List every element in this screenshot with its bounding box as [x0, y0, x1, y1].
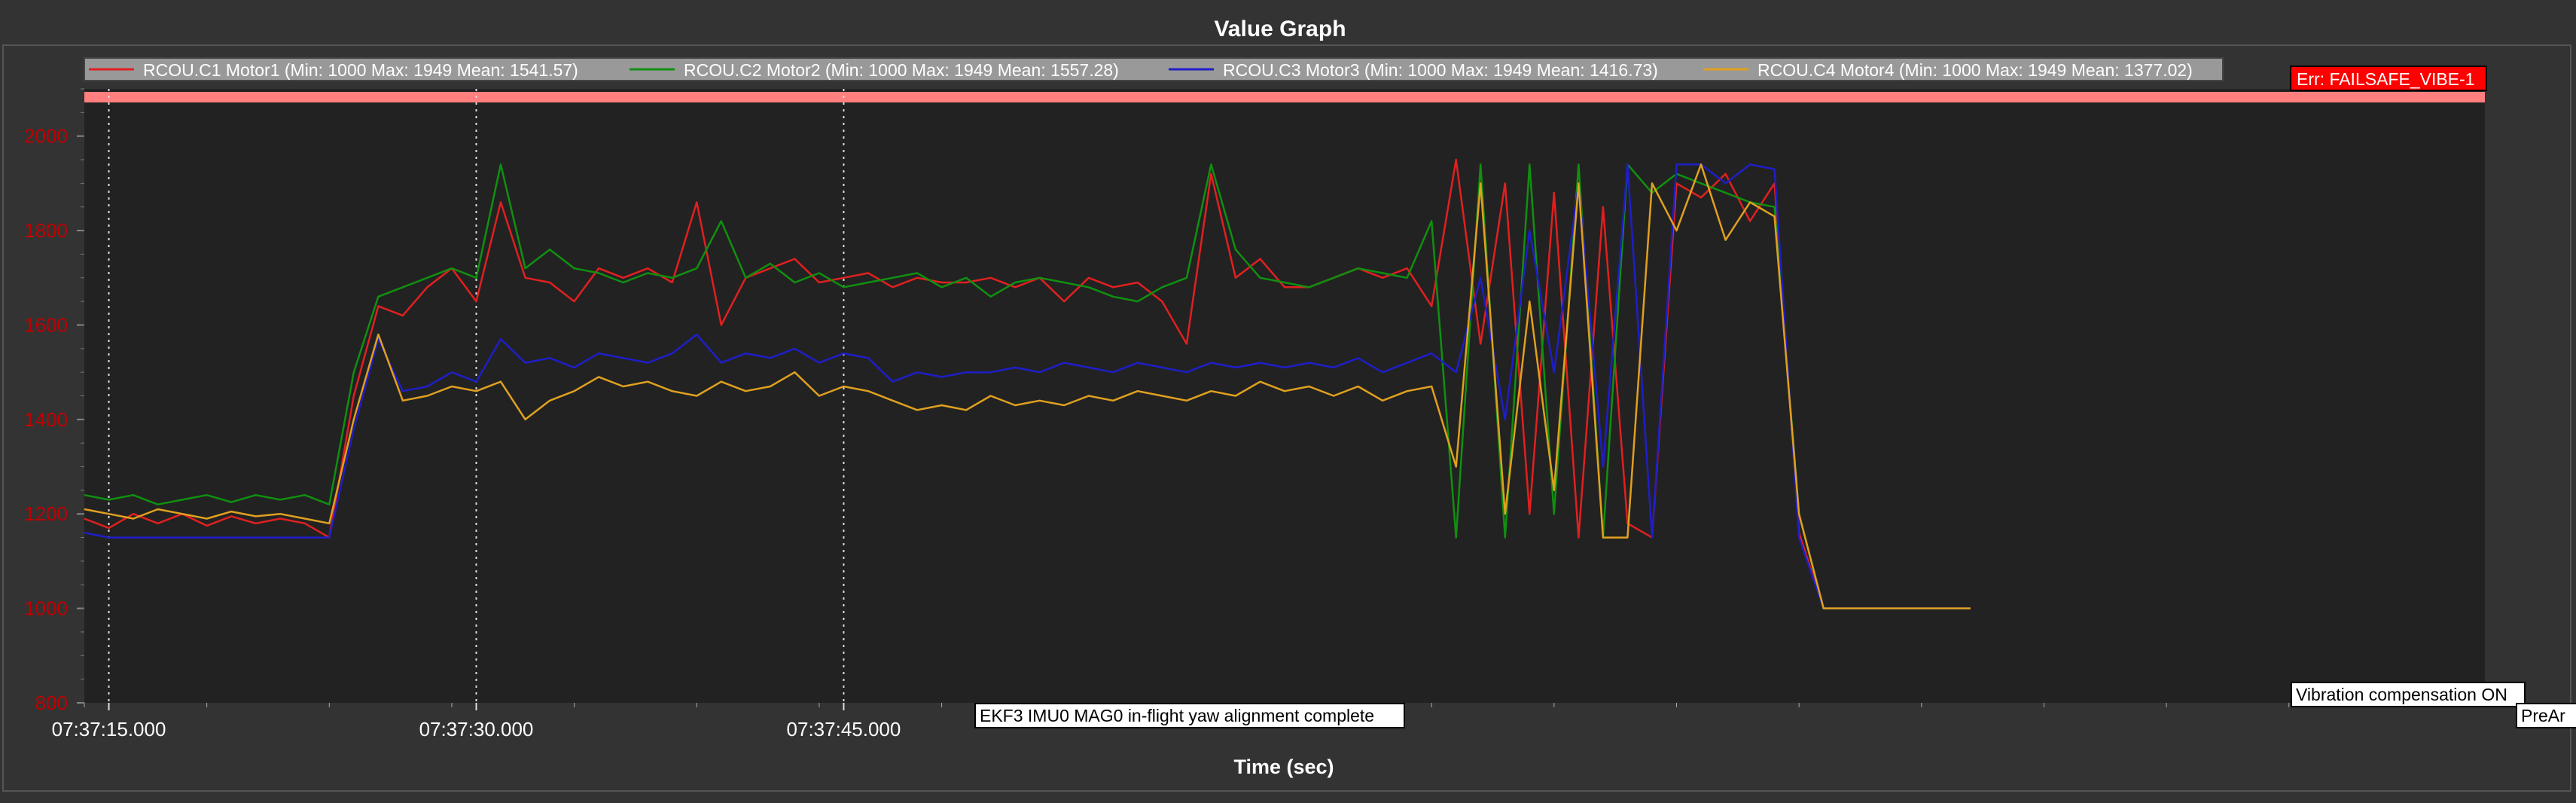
chart-title: Value Graph: [1214, 17, 1346, 41]
annotation-text: PreAr: [2521, 706, 2565, 725]
error-banner-text: Err: FAILSAFE_VIBE-1: [2297, 69, 2474, 89]
legend-label: RCOU.C2 Motor2 (Min: 1000 Max: 1949 Mean…: [684, 60, 1119, 80]
plot-area: [84, 89, 2485, 703]
y-tick-label: 1400: [24, 408, 68, 431]
x-tick-label: 07:37:30.000: [419, 718, 534, 740]
plot-layer: 800 1000 1200 1400 1600 1800 2000 07:37:15.000 0…: [2, 44, 2576, 792]
legend-label: RCOU.C4 Motor4 (Min: 1000 Max: 1949 Mean…: [1757, 60, 2193, 80]
y-tick-label: 1600: [24, 313, 68, 336]
annotation-text: EKF3 IMU0 MAG0 in-flight yaw alignment c…: [980, 706, 1374, 725]
series-line-4: [84, 163, 1971, 609]
y-tick-label: 1000: [24, 597, 68, 620]
y-tick-label: 2000: [24, 125, 68, 148]
x-axis-label: Time (sec): [1233, 756, 1334, 778]
annotation-box: [2516, 703, 2576, 728]
series-line-3: [84, 163, 1971, 609]
legend-box: [84, 57, 2224, 81]
x-tick-label: 07:37:45.000: [787, 718, 901, 740]
legend-label: RCOU.C3 Motor3 (Min: 1000 Max: 1949 Mean…: [1223, 60, 1658, 80]
annotation-box: [974, 703, 1405, 728]
x-tick-label: 07:37:15.000: [52, 718, 166, 740]
failsafe-band: [84, 92, 2485, 102]
panel-border: [2, 44, 2571, 792]
legend-label: RCOU.C1 Motor1 (Min: 1000 Max: 1949 Mean…: [143, 60, 578, 80]
y-tick-label: 1800: [24, 219, 68, 242]
annotation-text: Vibration compensation ON: [2296, 685, 2507, 704]
error-banner-bg: [2290, 66, 2487, 91]
annotation-box: [2291, 682, 2526, 707]
y-tick-label: 800: [35, 692, 68, 714]
y-tick-label: 1200: [24, 502, 68, 525]
